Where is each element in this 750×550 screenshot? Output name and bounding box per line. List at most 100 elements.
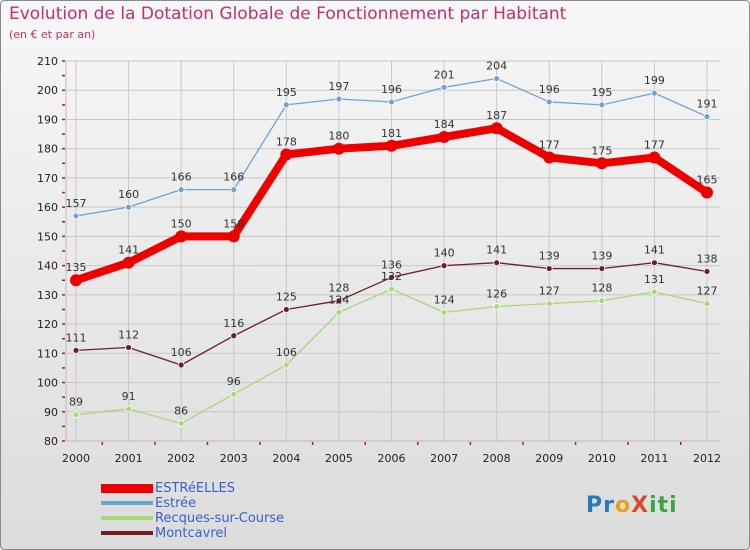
y-tick-label: 120 [37,318,58,331]
data-label-estr-elles-2012: 165 [697,174,718,187]
x-tick-label: 2012 [693,452,721,465]
point-montcavrel-2007 [440,262,448,270]
data-label-estr-e-2005: 197 [328,80,349,93]
data-label-recques-sur-course-2004: 106 [276,346,297,359]
data-label-estr-e-2011: 199 [644,74,665,87]
point-montcavrel-2011 [651,259,658,267]
chart-title: Evolution de la Dotation Globale de Fonc… [9,4,567,24]
legend-label-recques-sur-course: Recques-sur-Course [155,511,285,526]
point-recques-sur-course-2001 [125,405,132,413]
legend-swatch-recques-sur-course [101,516,153,520]
y-tick-label: 80 [44,435,58,448]
data-label-montcavrel-2006: 136 [381,258,402,271]
x-tick-label: 2005 [325,452,353,465]
point-recques-sur-course-2011 [651,288,658,296]
point-estr-e-2002 [177,186,185,194]
data-label-estr-elles-2002: 150 [171,217,192,230]
logo-part-4: iti [649,493,678,518]
point-estr-e-2004 [282,101,290,109]
data-label-montcavrel-2001: 112 [118,328,139,341]
point-montcavrel-2000 [72,346,80,354]
data-label-montcavrel-2003: 116 [223,317,244,330]
data-label-montcavrel-2008: 141 [486,244,507,257]
point-estr-e-2000 [72,212,80,220]
x-tick-label: 2006 [378,452,406,465]
y-tick-label: 100 [37,377,58,390]
data-label-montcavrel-2000: 111 [66,331,87,344]
point-montcavrel-2004 [282,306,290,313]
series [70,75,713,427]
point-recques-sur-course-2006 [388,285,395,293]
legend-swatch-estr-e [101,501,153,505]
x-tick-label: 2004 [272,452,300,465]
data-label-recques-sur-course-2012: 127 [697,285,718,298]
point-estr-elles-2012 [701,186,713,199]
point-estr-elles-2004 [280,148,293,161]
data-label-recques-sur-course-2010: 128 [591,282,612,295]
legend-item-montcavrel: Montcavrel [101,526,361,542]
data-label-estr-e-2001: 160 [118,188,139,201]
point-estr-elles-2007 [438,131,451,143]
data-label-estr-elles-2006: 181 [381,127,402,140]
data-label-recques-sur-course-2005: 124 [328,293,349,306]
data-label-estr-elles-2010: 175 [591,144,612,157]
data-label-recques-sur-course-2007: 124 [434,293,455,306]
data-label-montcavrel-2012: 138 [697,252,718,265]
data-label-recques-sur-course-2000: 89 [69,396,83,409]
data-label-estr-e-2006: 196 [381,83,402,96]
logo-part-3: X [631,493,650,518]
legend-swatch-estr-elles [101,484,153,493]
data-label-montcavrel-2005: 128 [328,282,349,295]
y-tick-label: 110 [37,347,58,360]
point-estr-elles-2009 [543,151,556,164]
point-estr-elles-2005 [332,142,345,155]
point-montcavrel-2001 [125,344,132,351]
point-recques-sur-course-2002 [177,420,185,427]
point-montcavrel-2003 [230,332,238,340]
legend-item-recques-sur-course: Recques-sur-Course [101,511,361,527]
data-label-estr-e-2007: 201 [434,68,455,81]
data-label-estr-e-2012: 191 [697,98,718,111]
y-tick-label: 140 [37,260,58,273]
x-tick-label: 2003 [220,452,248,465]
data-label-estr-elles-2003: 150 [223,217,244,230]
data-label-estr-elles-2007: 184 [434,118,455,131]
data-label-recques-sur-course-2003: 96 [227,375,241,388]
point-montcavrel-2009 [545,265,553,272]
data-label-estr-elles-2004: 178 [276,136,297,149]
data-label-recques-sur-course-2008: 126 [486,288,507,301]
point-montcavrel-2002 [177,361,185,369]
legend-swatch-montcavrel [101,531,153,535]
point-estr-elles-2001 [122,256,135,269]
x-tick-label: 2011 [640,452,668,465]
grid [66,60,720,442]
point-montcavrel-2005 [335,297,343,305]
y-tick-label: 90 [44,406,58,419]
legend-label-estr-elles: ESTRéELLES [155,481,236,496]
y-tick-label: 200 [37,84,58,97]
x-tick-label: 2002 [167,452,195,465]
point-recques-sur-course-2007 [440,308,448,316]
data-labels: 157 160 166 166 195 197 196 201 204 196 195 199 191 8… [66,60,718,418]
point-recques-sur-course-2010 [598,297,606,305]
data-label-recques-sur-course-2006: 132 [381,270,402,283]
point-estr-e-2001 [125,203,132,211]
x-tick-label: 2008 [483,452,511,465]
data-label-recques-sur-course-2001: 91 [122,390,136,403]
data-label-estr-elles-2005: 180 [328,130,349,143]
point-estr-e-2008 [493,75,501,82]
legend: ESTRéELLES Estrée Recques-sur-Course Montca… [101,481,361,542]
logo-part-2: o [614,493,632,518]
data-label-estr-elles-2008: 187 [486,109,507,122]
x-tick-label: 2009 [535,452,563,465]
legend-label-montcavrel: Montcavrel [155,526,227,541]
data-label-estr-elles-2009: 177 [539,138,560,151]
point-estr-elles-2002 [175,230,188,243]
point-estr-e-2012 [703,113,711,120]
point-estr-elles-2000 [70,274,82,287]
data-label-estr-elles-2001: 141 [118,244,139,257]
x-tick-label: 2001 [115,452,143,465]
point-estr-e-2006 [388,98,395,106]
y-tick-label: 170 [37,172,58,185]
